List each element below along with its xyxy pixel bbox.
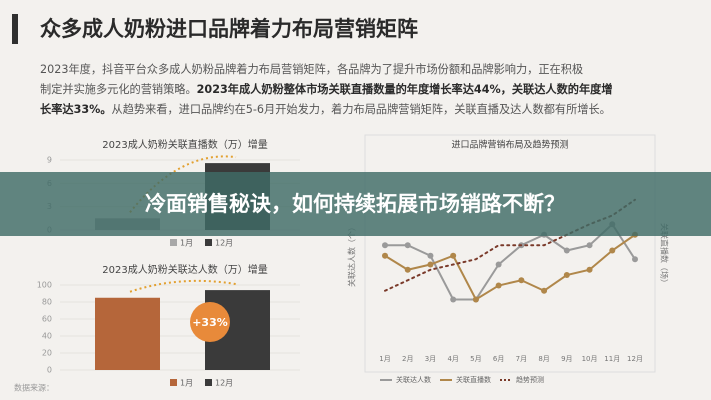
chart-title: 2023成人奶粉关联直播数（万）增量 [102, 138, 267, 151]
x-tick-label: 8月 [538, 355, 549, 363]
title: 众多成人奶粉进口品牌着力布局营销矩阵 [40, 17, 418, 41]
x-tick-label: 12月 [627, 355, 643, 363]
legend-label: 1月 [180, 239, 193, 248]
y-axis-label: 关联达人数（个） [347, 223, 357, 287]
legend-label: 趋势预测 [516, 375, 544, 384]
x-tick-label: 5月 [470, 355, 481, 363]
paragraph-segment: 2023年度，抖音平台众多成人奶粉品牌着力布局营销矩阵，各品牌为了提升市场份额和… [40, 62, 583, 76]
paragraph-segment: 2023年成人奶粉整体市场关联直播数量的年度增长率达44%，关联达人数的年度增 [197, 82, 613, 96]
paragraph-segment: 从趋势来看，进口品牌约在5-6月开始发力，着力布局品牌营销矩阵，关联直播及达人数… [112, 102, 611, 116]
paragraph-segment: 长率达33%。 [40, 102, 112, 116]
series-point [450, 252, 457, 259]
series-point [404, 242, 411, 249]
series-point [382, 252, 388, 259]
y-tick-label: 20 [42, 349, 52, 358]
series-point [586, 242, 593, 249]
title-accent [12, 14, 18, 44]
bar [95, 297, 160, 370]
x-tick-label: 4月 [447, 355, 458, 363]
y-tick-label: 0 [47, 366, 52, 375]
series-point [427, 261, 434, 268]
paragraph-line: 2023年度，抖音平台众多成人奶粉品牌着力布局营销矩阵，各品牌为了提升市场份额和… [40, 62, 583, 76]
banner-text: 冷面销售秘诀，如何持续拓展市场销路不断？ [145, 192, 565, 216]
series-point [382, 242, 388, 249]
y-tick-label: 9 [47, 156, 52, 165]
legend-swatch [205, 379, 212, 386]
badge-label: +33% [192, 316, 228, 329]
legend-label: 12月 [215, 239, 233, 248]
x-tick-label: 9月 [561, 355, 572, 363]
series-line [384, 222, 636, 301]
y-tick-label: 60 [42, 315, 52, 324]
series-point [427, 252, 434, 259]
series-point [609, 247, 616, 254]
paragraph-line: 长率达33%。从趋势来看，进口品牌约在5-6月开始发力，着力布局品牌营销矩阵，关… [40, 102, 611, 116]
series-point [518, 277, 525, 284]
x-tick-label: 10月 [582, 355, 598, 363]
series-point [404, 266, 411, 273]
x-tick-label: 7月 [516, 355, 527, 363]
series-point [563, 247, 570, 254]
banner-band [0, 172, 711, 236]
chart-title: 2023成人奶粉关联达人数（万）增量 [102, 263, 267, 276]
chart-title: 进口品牌营销布局及趋势预测 [451, 139, 568, 151]
series-point [495, 261, 502, 268]
legend-swatch [205, 239, 212, 246]
x-tick-label: 6月 [493, 355, 504, 363]
legend-label: 关联直播数 [456, 375, 491, 384]
x-tick-label: 1月 [379, 355, 390, 363]
y-tick-label: 40 [42, 332, 52, 341]
paragraph-segment: 制定并实施多元化的营销策略。 [40, 82, 197, 96]
y-tick-label: 100 [37, 281, 52, 290]
y-tick-label: 80 [42, 298, 52, 307]
series-point [450, 296, 457, 303]
chart-frame [364, 134, 656, 373]
source: 数据来源： [14, 383, 54, 393]
series-point [541, 287, 548, 294]
legend-swatch [170, 379, 177, 386]
badge [190, 302, 230, 342]
series-point [586, 266, 593, 273]
series-point [495, 282, 502, 289]
legend-swatch [170, 239, 177, 246]
y2-axis-label: 关联直播数（场） [660, 223, 670, 287]
paragraph-line: 制定并实施多元化的营销策略。2023年成人奶粉整体市场关联直播数量的年度增长率达… [40, 82, 613, 96]
x-tick-label: 3月 [425, 355, 436, 363]
series-line [384, 233, 636, 301]
legend-label: 关联达人数 [396, 375, 431, 384]
legend-label: 12月 [215, 379, 233, 388]
series-point [632, 256, 638, 263]
series-point [563, 272, 570, 278]
legend-label: 1月 [180, 379, 193, 388]
series-point [472, 296, 479, 303]
x-tick-label: 2月 [402, 355, 413, 363]
x-tick-label: 11月 [604, 355, 620, 363]
trend-arrow [129, 279, 237, 293]
